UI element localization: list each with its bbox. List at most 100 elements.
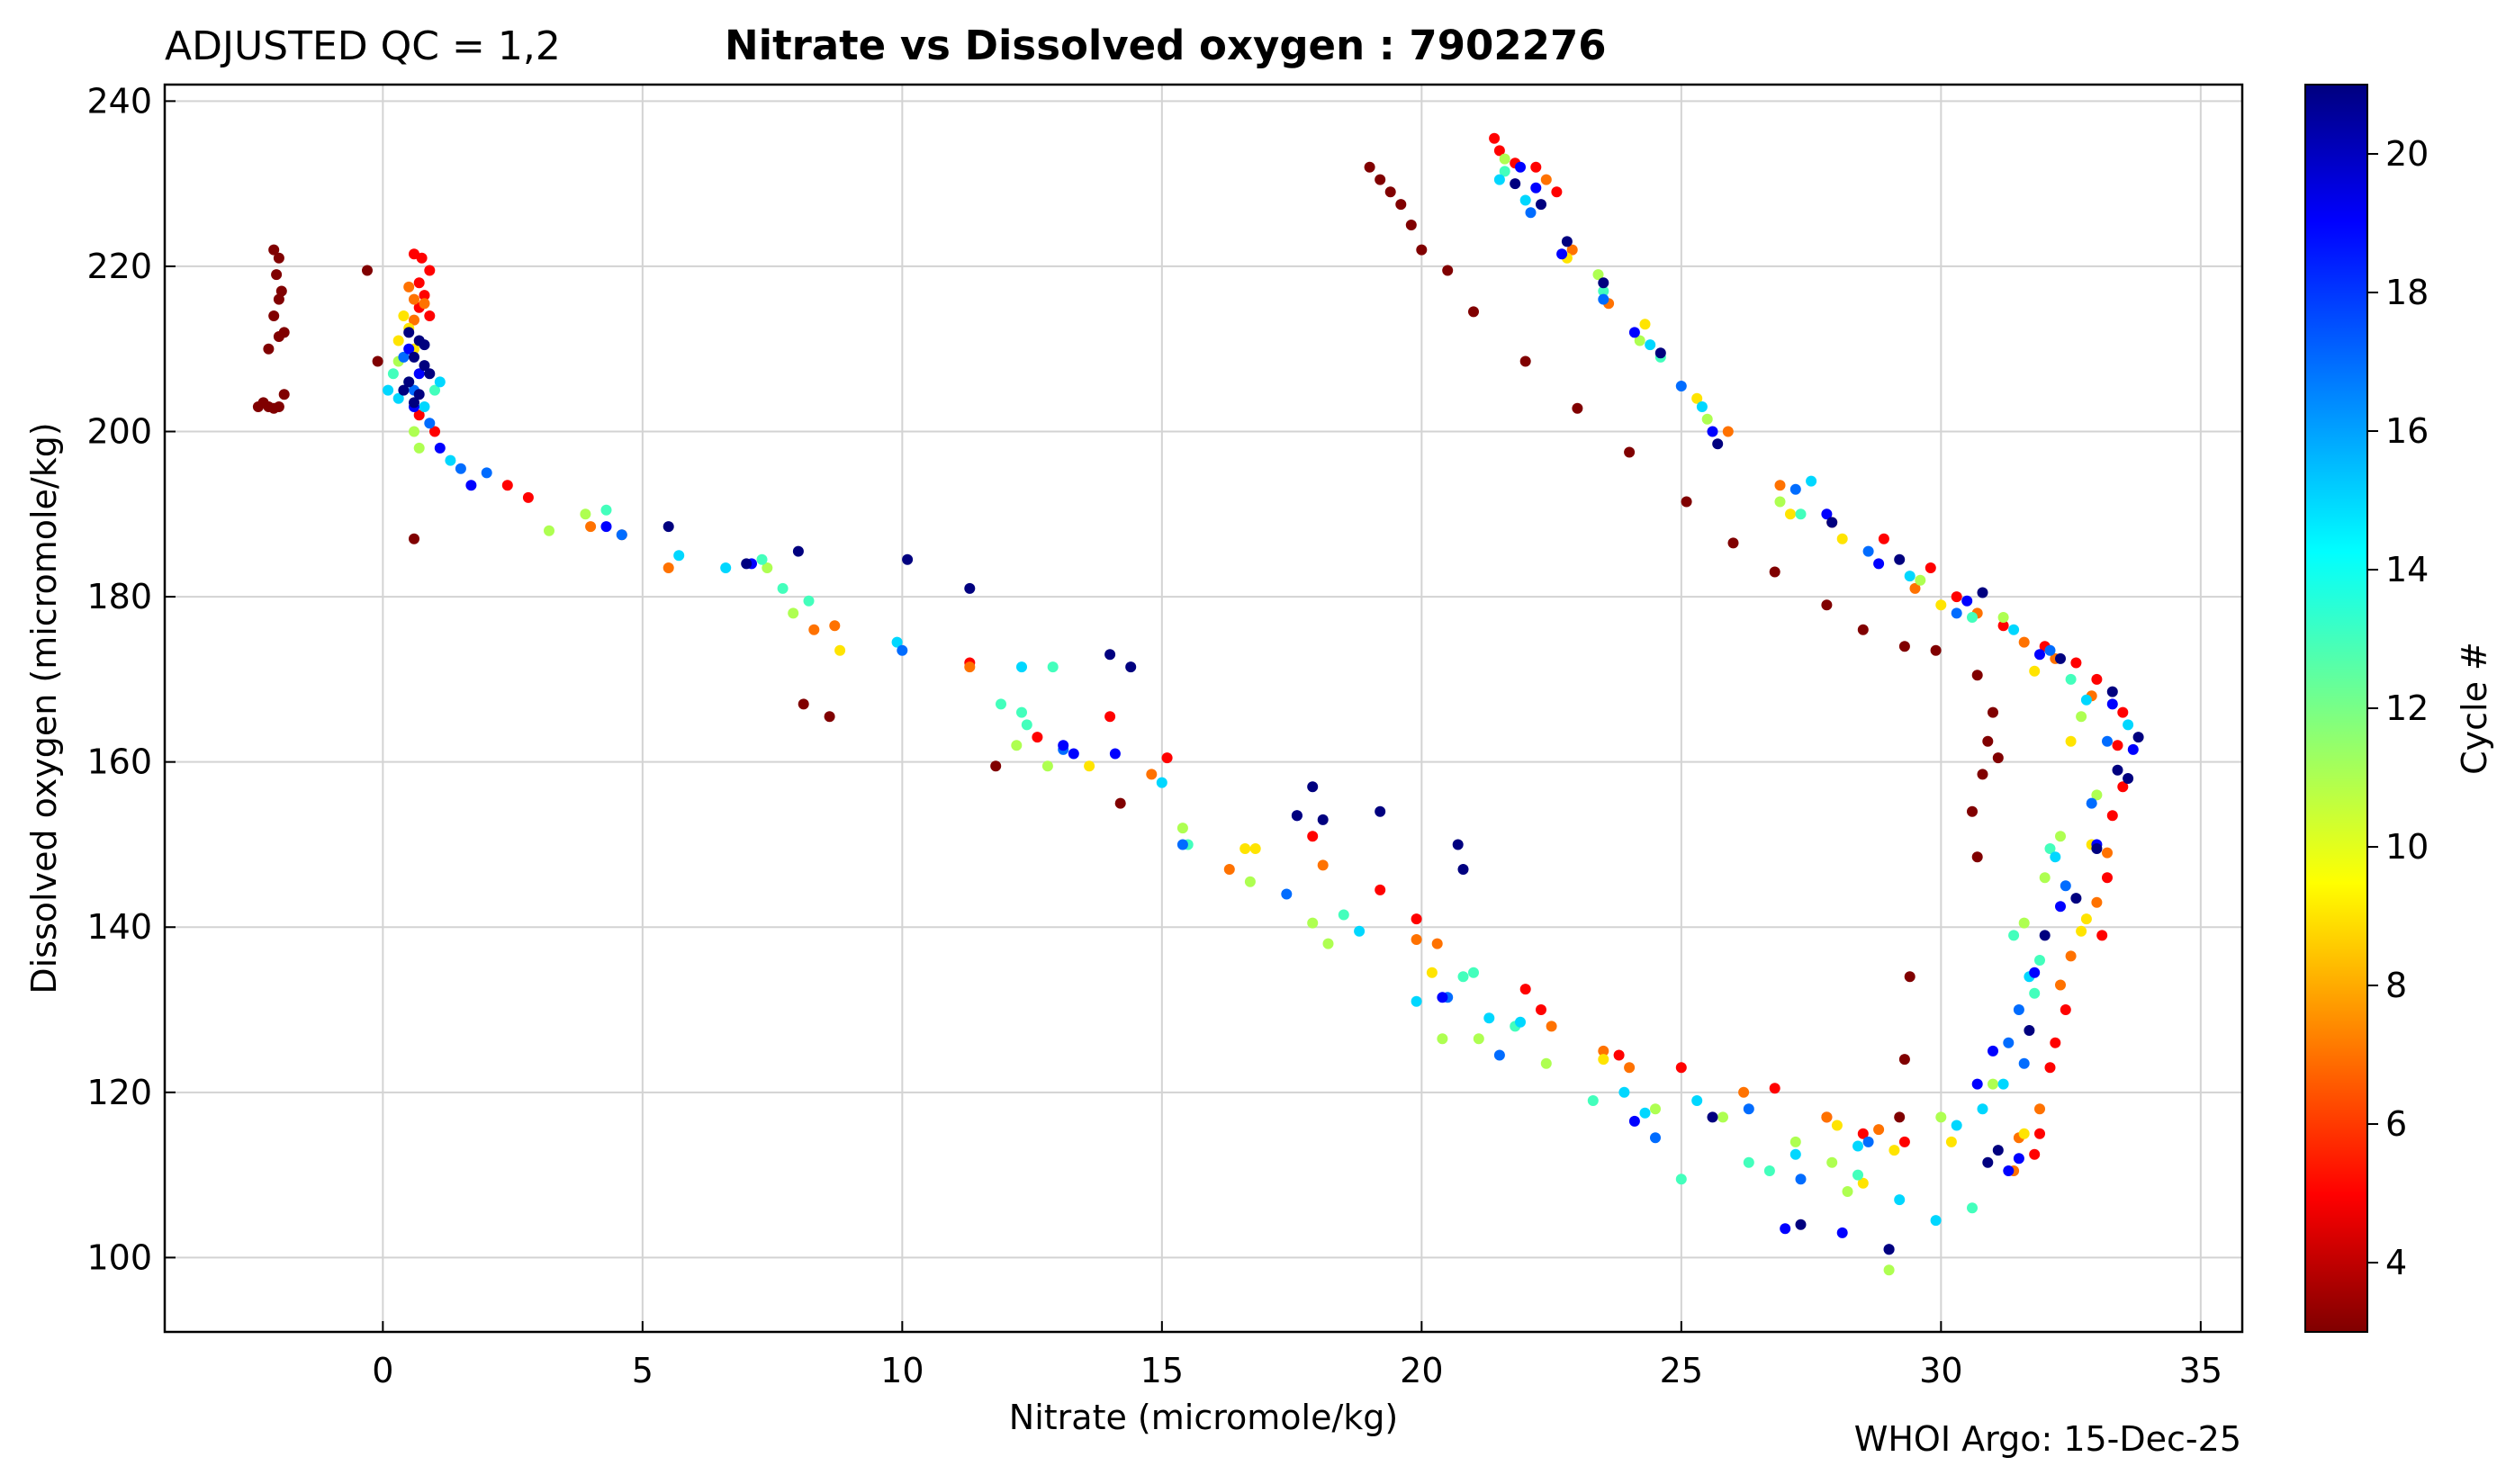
data-point	[1322, 938, 1334, 949]
chart-title: Nitrate vs Dissolved oxygen : 7902276	[725, 22, 1607, 69]
data-point	[413, 368, 425, 380]
data-point	[413, 409, 425, 421]
data-point	[1540, 1057, 1552, 1069]
data-point	[1930, 1215, 1942, 1227]
data-point	[2091, 896, 2103, 908]
data-point	[1852, 1169, 1863, 1181]
data-point	[398, 351, 410, 363]
data-point	[1826, 517, 1838, 528]
data-point	[2086, 797, 2097, 809]
data-point	[1675, 381, 1687, 391]
data-point	[1717, 1111, 1728, 1123]
data-point	[1639, 319, 1651, 330]
data-point	[2096, 930, 2108, 941]
data-point	[1598, 1054, 1609, 1066]
data-point	[1681, 496, 1692, 508]
data-point	[1519, 194, 1531, 206]
data-point	[2018, 1057, 2030, 1069]
data-point	[1712, 438, 1724, 450]
data-point	[1426, 967, 1438, 978]
x-tick-label: 35	[2179, 1351, 2222, 1390]
data-point	[1977, 1103, 1988, 1115]
data-point	[2127, 743, 2139, 755]
data-point	[1696, 401, 1708, 412]
x-tick-label: 0	[372, 1351, 393, 1390]
data-point	[1909, 582, 1921, 594]
data-point	[756, 553, 768, 565]
data-point	[1223, 864, 1235, 875]
data-point	[409, 533, 419, 544]
data-point	[1114, 797, 1126, 809]
data-point	[2106, 810, 2118, 822]
data-point	[1473, 1033, 1484, 1045]
data-point	[1411, 934, 1422, 945]
data-point	[1457, 864, 1469, 875]
data-point	[1468, 306, 1479, 318]
data-point	[398, 310, 410, 321]
data-point	[398, 384, 410, 396]
data-point	[1967, 805, 1978, 817]
data-point	[2050, 851, 2061, 863]
data-point	[2091, 673, 2103, 685]
series-cycle-5	[409, 132, 2129, 1160]
data-points	[252, 132, 2144, 1276]
data-point	[1935, 599, 1947, 611]
data-point	[1499, 153, 1510, 165]
data-point	[964, 661, 976, 673]
data-point	[419, 290, 430, 301]
data-point	[1997, 620, 2009, 632]
data-point	[1930, 644, 1942, 656]
data-point	[2029, 1148, 2041, 1160]
data-point	[1624, 446, 1636, 458]
data-point	[1515, 1016, 1526, 1028]
data-point	[720, 562, 732, 573]
data-point	[544, 525, 554, 536]
data-point	[1058, 740, 1069, 751]
data-point	[455, 463, 466, 474]
data-point	[268, 310, 280, 321]
data-point	[1483, 1012, 1495, 1024]
y-tick-label: 160	[86, 742, 152, 782]
data-point	[1364, 161, 1375, 173]
data-point	[1452, 839, 1464, 850]
data-point	[383, 384, 394, 396]
data-point	[1945, 1136, 1957, 1147]
series-cycle-21	[398, 178, 2144, 1255]
data-point	[413, 389, 425, 400]
data-point	[2076, 711, 2087, 723]
data-point	[1519, 984, 1531, 995]
data-point	[1634, 335, 1645, 346]
data-point	[1317, 814, 1329, 825]
data-point	[1836, 533, 1848, 544]
data-point	[2091, 843, 2103, 854]
series-cycle-3	[252, 161, 2004, 1123]
data-point	[663, 562, 674, 573]
data-point	[1493, 1049, 1505, 1061]
data-point	[2112, 764, 2123, 776]
data-point	[1862, 1136, 1874, 1147]
data-point	[1769, 566, 1780, 578]
data-point	[1125, 661, 1137, 673]
data-point	[1971, 1078, 1983, 1090]
data-point	[1707, 426, 1718, 437]
data-point	[1566, 244, 1578, 256]
data-point	[257, 397, 269, 409]
data-point	[1395, 199, 1407, 211]
data-point	[996, 698, 1006, 710]
data-point	[1780, 1223, 1791, 1235]
data-point	[1831, 1120, 1843, 1131]
data-point	[1982, 1156, 1994, 1168]
data-point	[1743, 1103, 1754, 1115]
data-point	[2055, 979, 2066, 991]
data-point	[891, 636, 903, 648]
data-point	[1795, 1174, 1807, 1185]
data-point	[964, 582, 976, 594]
data-point	[2055, 831, 2066, 842]
data-point	[1146, 769, 1158, 780]
data-point	[2039, 872, 2051, 884]
data-point	[1431, 938, 1443, 949]
x-tick-label: 5	[632, 1351, 654, 1390]
data-point	[1628, 1115, 1640, 1127]
data-point	[429, 426, 440, 437]
data-point	[2102, 735, 2113, 747]
